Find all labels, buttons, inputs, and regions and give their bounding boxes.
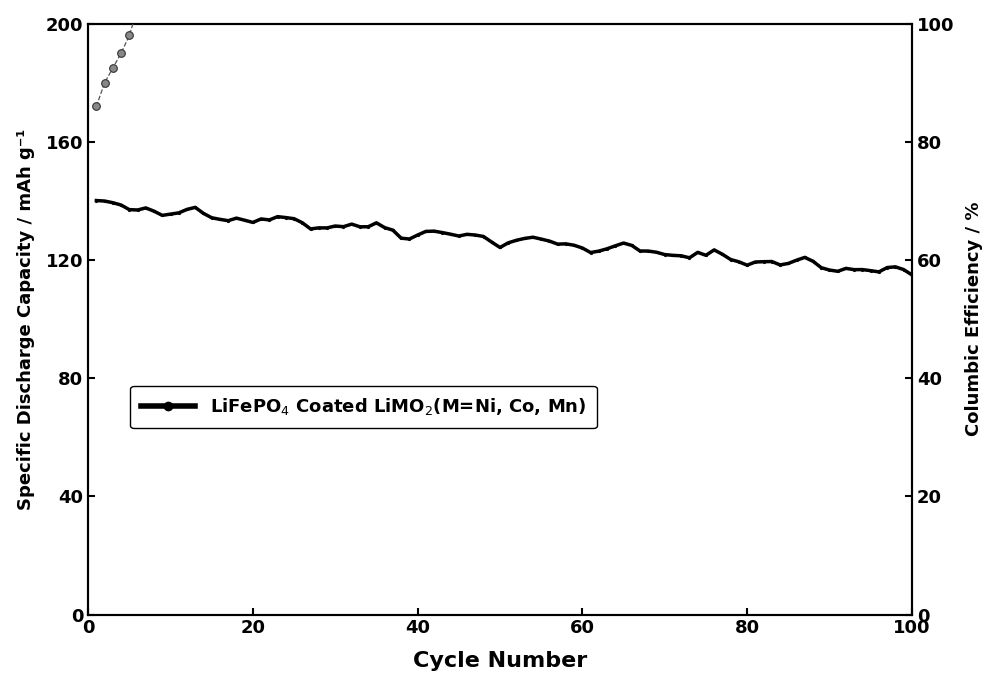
Y-axis label: Columbic Efficiency / %: Columbic Efficiency / %	[965, 202, 983, 436]
X-axis label: Cycle Number: Cycle Number	[413, 652, 587, 671]
Y-axis label: Specific Discharge Capacity / mAh g⁻¹: Specific Discharge Capacity / mAh g⁻¹	[17, 129, 35, 510]
Legend: LiFePO$_4$ Coated LiMO$_2$(M=Ni, Co, Mn): LiFePO$_4$ Coated LiMO$_2$(M=Ni, Co, Mn)	[130, 385, 597, 429]
